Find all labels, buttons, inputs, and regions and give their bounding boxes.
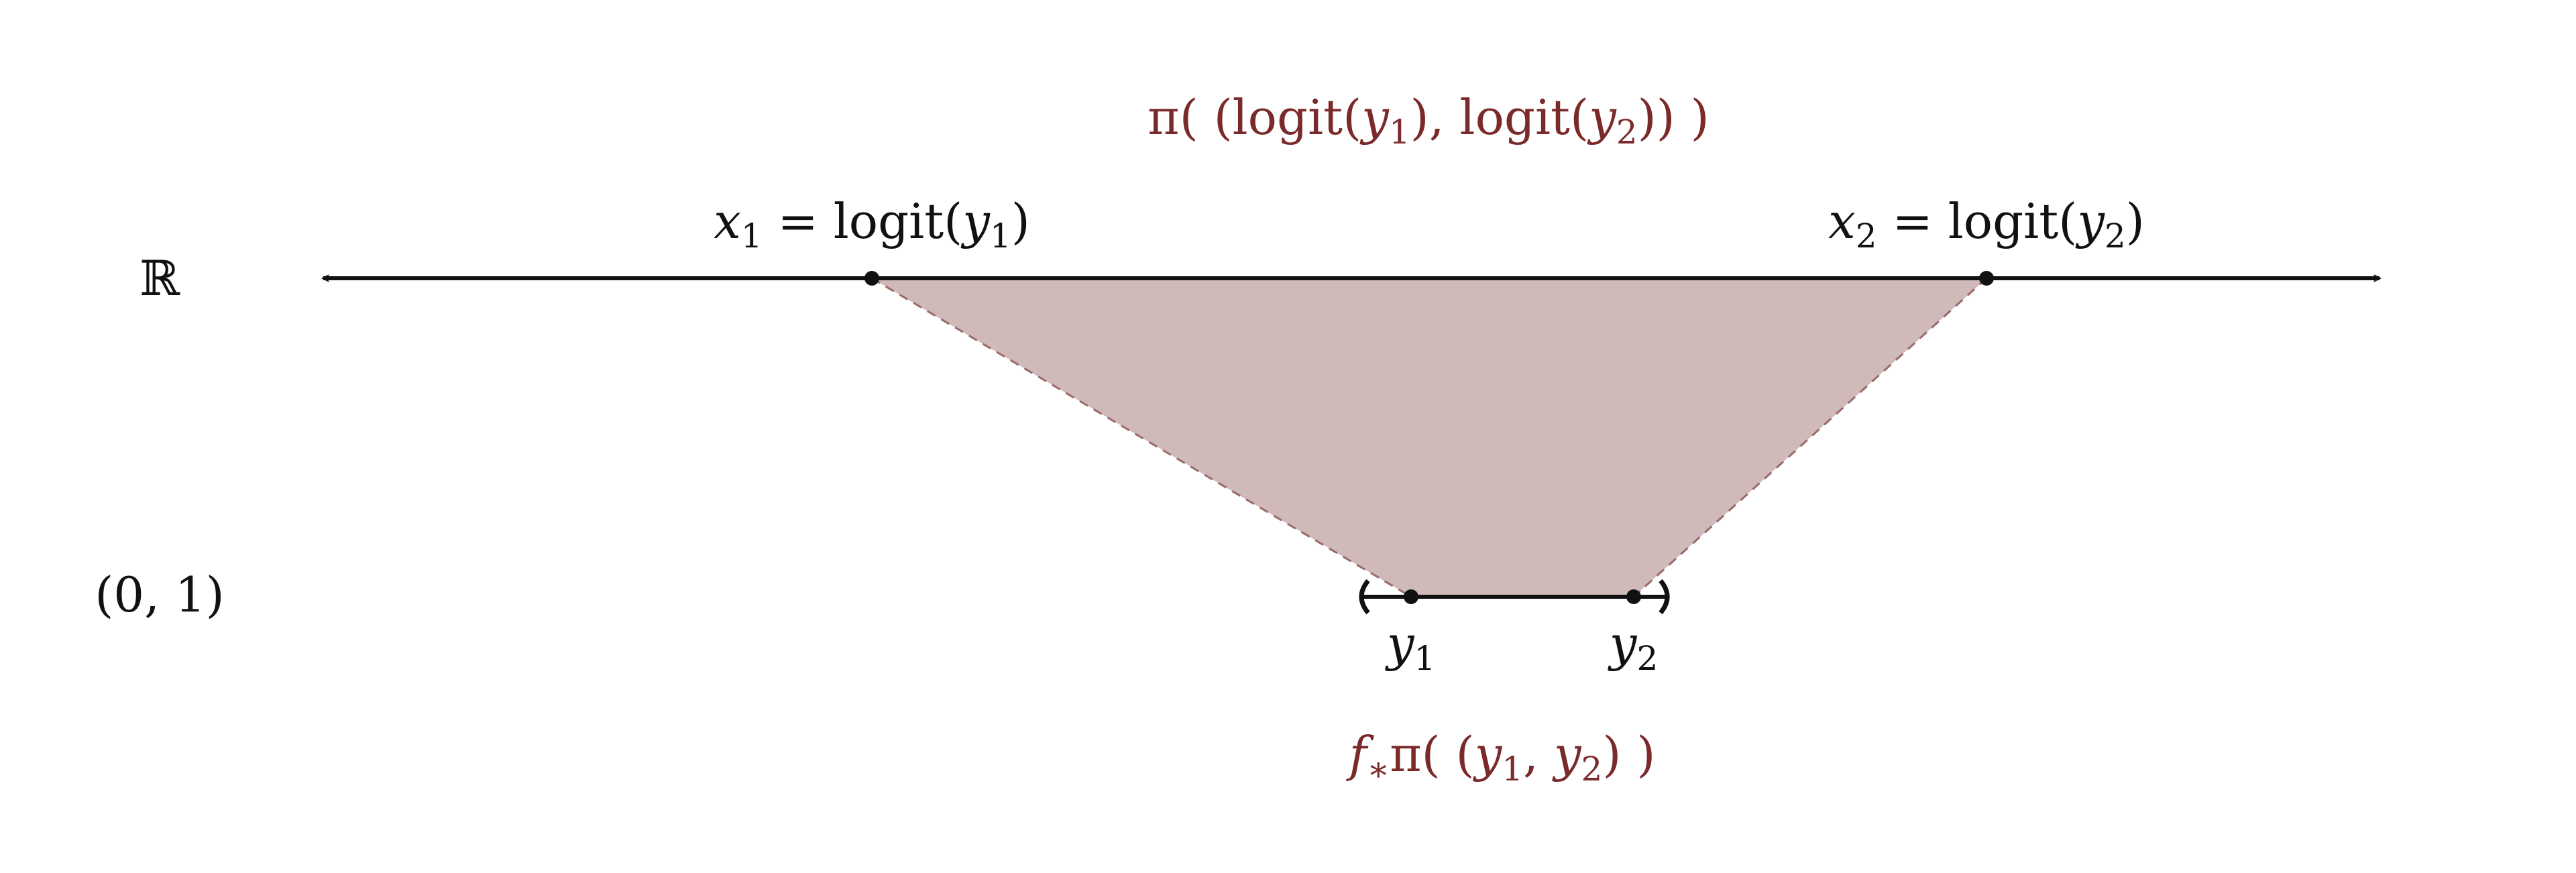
y2-label: y2 — [1608, 616, 1659, 678]
mapping-line-left — [871, 277, 1412, 598]
point-x1 — [864, 271, 879, 286]
x1-label: x1 = logit(y1) — [714, 193, 1030, 255]
point-x2 — [1979, 271, 1994, 286]
real-line-label: ℝ — [139, 250, 180, 306]
point-y2 — [1626, 589, 1641, 604]
pushforward-region — [872, 278, 1986, 597]
top-measure-label: π( (logit(y1), logit(y2)) ) — [1147, 89, 1709, 152]
unit-interval-open-left — [1359, 579, 1370, 615]
unit-interval-open-right — [1659, 579, 1670, 615]
y1-label: y1 — [1385, 616, 1436, 678]
unit-interval-label: (0, 1) — [95, 567, 225, 623]
point-y1 — [1404, 589, 1418, 604]
bottom-measure-label: f∗π( (y1, y2) ) — [1346, 726, 1656, 789]
x2-label: x2 = logit(y2) — [1828, 193, 2145, 255]
